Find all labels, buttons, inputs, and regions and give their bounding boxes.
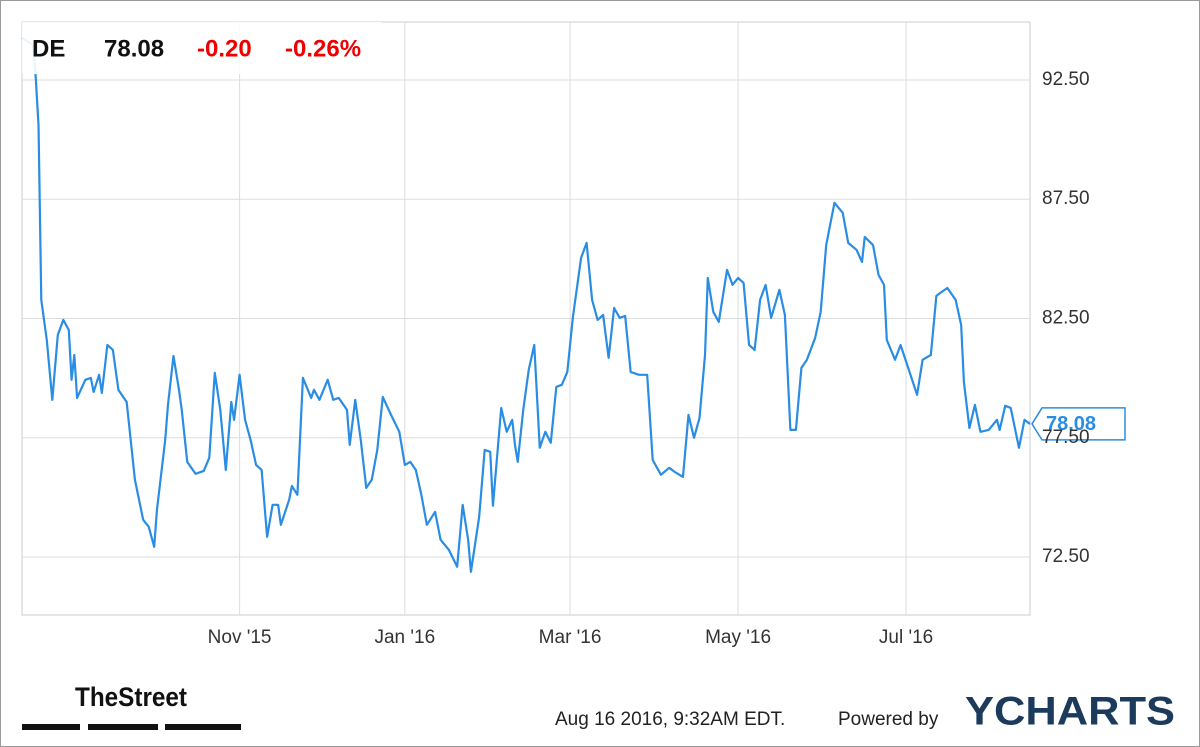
source-logo: TheStreet bbox=[75, 682, 187, 712]
x-tick-label: Jan '16 bbox=[374, 627, 435, 648]
change-percent: -0.26% bbox=[285, 35, 361, 62]
badge-label: 78.08 bbox=[1046, 413, 1096, 435]
price: 78.08 bbox=[104, 35, 164, 62]
last-price-badge: 78.08 bbox=[1031, 407, 1126, 441]
lines bbox=[21, 37, 1031, 573]
header-bg bbox=[22, 22, 382, 74]
change: -0.20 bbox=[197, 35, 252, 62]
y-tick-label: 87.50 bbox=[1042, 188, 1090, 209]
price-line bbox=[21, 37, 1031, 573]
logo-bar bbox=[88, 724, 158, 730]
x-tick-label: Jul '16 bbox=[879, 627, 933, 648]
y-tick-label: 77.50 bbox=[1042, 427, 1090, 448]
y-tick-label: 72.50 bbox=[1042, 546, 1090, 567]
logo-bar bbox=[165, 724, 241, 730]
x-tick-label: Mar '16 bbox=[539, 627, 602, 648]
brand: YCHARTS bbox=[965, 690, 1175, 734]
powered-by: Powered by bbox=[838, 709, 939, 730]
logo-bar bbox=[22, 724, 80, 730]
y-tick-label: 92.50 bbox=[1042, 69, 1090, 90]
x-tick-label: May '16 bbox=[705, 627, 771, 648]
badge-box bbox=[1031, 407, 1126, 441]
grid bbox=[22, 22, 1030, 615]
ticker: DE bbox=[32, 35, 65, 62]
x-tick-label: Nov '15 bbox=[208, 627, 272, 648]
y-tick-label: 82.50 bbox=[1042, 308, 1090, 329]
timestamp: Aug 16 2016, 9:32AM EDT. bbox=[555, 709, 785, 730]
